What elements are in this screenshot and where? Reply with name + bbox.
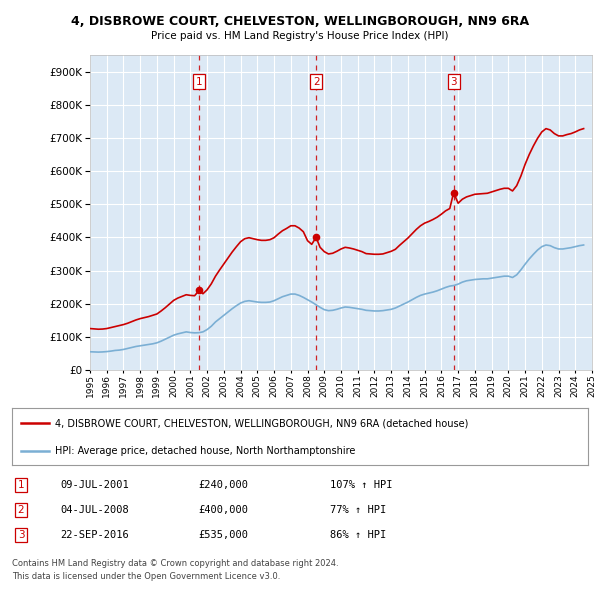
Text: Price paid vs. HM Land Registry's House Price Index (HPI): Price paid vs. HM Land Registry's House … (151, 31, 449, 41)
Text: 4, DISBROWE COURT, CHELVESTON, WELLINGBOROUGH, NN9 6RA (detached house): 4, DISBROWE COURT, CHELVESTON, WELLINGBO… (55, 418, 469, 428)
Text: £240,000: £240,000 (198, 480, 248, 490)
Text: 2: 2 (17, 505, 25, 515)
Text: 04-JUL-2008: 04-JUL-2008 (60, 505, 129, 515)
Text: 3: 3 (451, 77, 457, 87)
Text: Contains HM Land Registry data © Crown copyright and database right 2024.: Contains HM Land Registry data © Crown c… (12, 559, 338, 568)
Text: 107% ↑ HPI: 107% ↑ HPI (330, 480, 392, 490)
Text: 1: 1 (17, 480, 25, 490)
Text: 3: 3 (17, 530, 25, 540)
Text: 09-JUL-2001: 09-JUL-2001 (60, 480, 129, 490)
Text: 4, DISBROWE COURT, CHELVESTON, WELLINGBOROUGH, NN9 6RA: 4, DISBROWE COURT, CHELVESTON, WELLINGBO… (71, 15, 529, 28)
Text: £400,000: £400,000 (198, 505, 248, 515)
Text: 86% ↑ HPI: 86% ↑ HPI (330, 530, 386, 540)
Text: £535,000: £535,000 (198, 530, 248, 540)
Text: 77% ↑ HPI: 77% ↑ HPI (330, 505, 386, 515)
Text: HPI: Average price, detached house, North Northamptonshire: HPI: Average price, detached house, Nort… (55, 446, 356, 455)
Text: 1: 1 (196, 77, 202, 87)
Text: This data is licensed under the Open Government Licence v3.0.: This data is licensed under the Open Gov… (12, 572, 280, 581)
Text: 2: 2 (313, 77, 319, 87)
Text: 22-SEP-2016: 22-SEP-2016 (60, 530, 129, 540)
